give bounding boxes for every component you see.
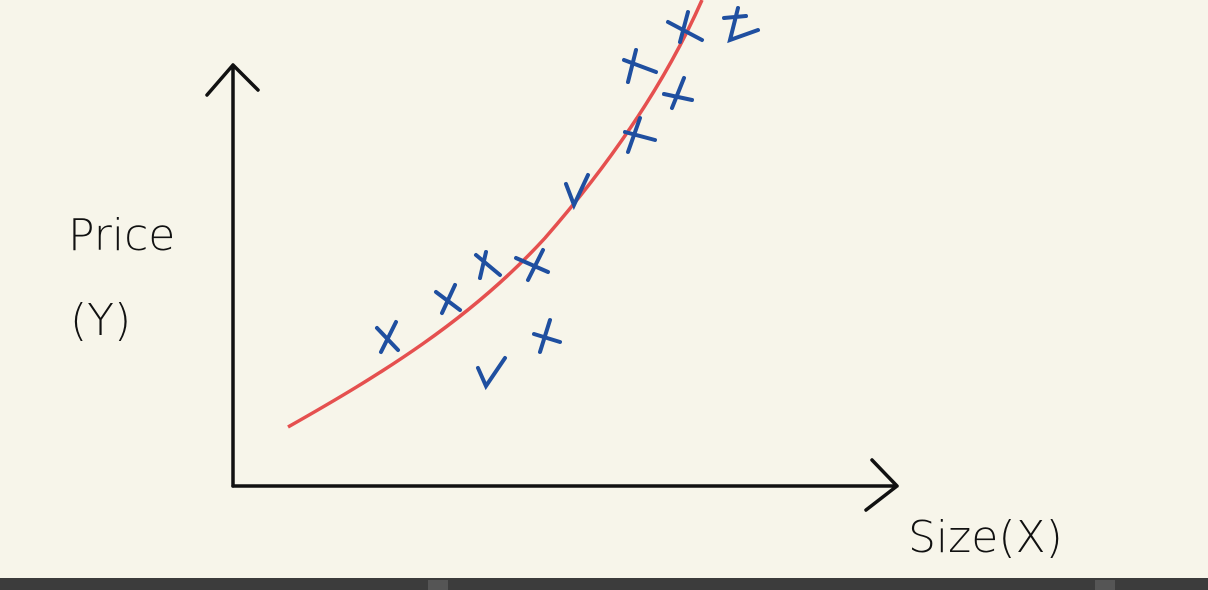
window-icon (428, 580, 448, 590)
point (564, 173, 590, 211)
point (474, 250, 502, 280)
point (666, 10, 704, 44)
window-bar (0, 578, 1208, 590)
point (623, 116, 657, 154)
window-icon (1095, 580, 1115, 590)
y-label: Price (68, 210, 175, 261)
point (532, 318, 562, 354)
point (514, 248, 550, 282)
point (375, 320, 400, 354)
point (622, 48, 658, 84)
x-axis (231, 458, 899, 512)
point (476, 356, 507, 391)
point (434, 283, 462, 315)
point (722, 6, 760, 44)
x-label: Size(X) (908, 512, 1063, 563)
fit-curve (287, 0, 704, 429)
y-label: (Y) (70, 295, 131, 346)
y-axis (205, 63, 260, 488)
point (662, 76, 694, 110)
data-points (375, 6, 760, 391)
